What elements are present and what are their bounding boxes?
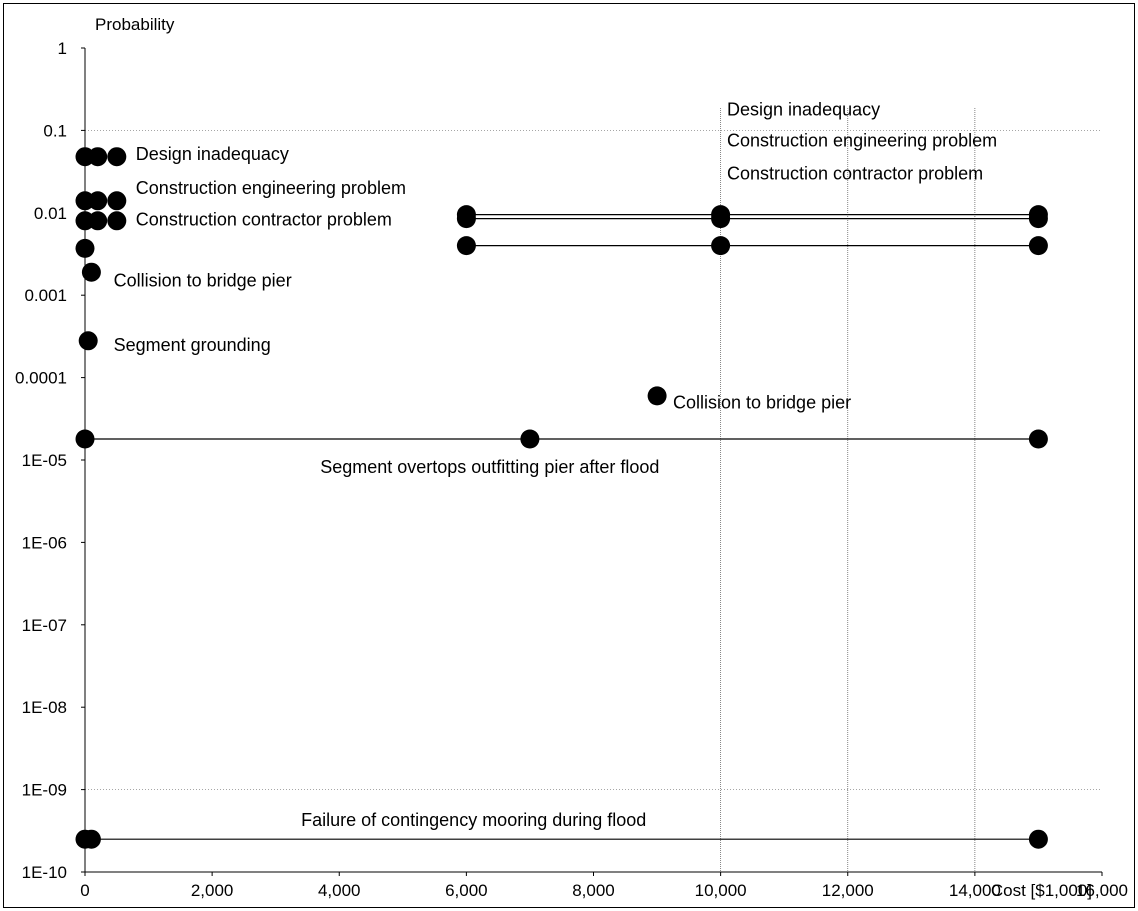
- y-tick-label: 1E-07: [22, 616, 67, 635]
- data-point: [107, 191, 127, 211]
- data-point: [75, 238, 95, 258]
- x-tick-label: 0: [80, 881, 89, 900]
- data-point: [107, 211, 127, 231]
- x-tick-label: 16,000: [1076, 881, 1128, 900]
- data-point: [1028, 236, 1048, 256]
- data-point: [81, 262, 101, 282]
- annotation-label: Construction contractor problem: [727, 164, 983, 184]
- y-tick-label: 1E-10: [22, 863, 67, 882]
- y-tick-label: 0.01: [34, 204, 67, 223]
- data-point: [456, 209, 476, 229]
- annotation-label: Design inadequacy: [727, 99, 880, 119]
- x-tick-label: 12,000: [822, 881, 874, 900]
- data-point: [711, 209, 731, 229]
- x-tick-label: 2,000: [191, 881, 234, 900]
- x-tick-label: 10,000: [695, 881, 747, 900]
- data-point: [88, 211, 108, 231]
- y-tick-label: 1E-05: [22, 451, 67, 470]
- series-lines: [85, 214, 1039, 840]
- y-tick-label: 0.1: [43, 121, 67, 140]
- data-point: [647, 386, 667, 406]
- data-point: [81, 829, 101, 849]
- x-tick-label: 8,000: [572, 881, 615, 900]
- y-tick-label: 1E-06: [22, 533, 67, 552]
- y-tick-label: 1E-08: [22, 698, 67, 717]
- data-point: [88, 147, 108, 167]
- annotation-label: Design inadequacy: [136, 144, 289, 164]
- data-point: [75, 429, 95, 449]
- data-point: [520, 429, 540, 449]
- annotations: Design inadequacy Construction engineerin…: [114, 99, 998, 829]
- x-tick-label: 6,000: [445, 881, 488, 900]
- y-tick-label: 1: [58, 39, 67, 58]
- y-tick-label: 1E-09: [22, 781, 67, 800]
- data-point: [1028, 429, 1048, 449]
- data-point: [456, 236, 476, 256]
- data-point: [88, 191, 108, 211]
- x-tick-label: 4,000: [318, 881, 361, 900]
- data-point: [711, 236, 731, 256]
- data-point: [1028, 209, 1048, 229]
- data-point: [107, 147, 127, 167]
- annotation-label: Collision to bridge pier: [114, 271, 292, 291]
- y-tick-label: 0.0001: [15, 369, 67, 388]
- outer-frame: [3, 3, 1135, 908]
- annotation-label: Construction contractor problem: [136, 210, 392, 230]
- y-tick-label: 0.001: [24, 286, 67, 305]
- x-axis-title: Cost [$1,000]: [991, 881, 1092, 900]
- data-point: [1028, 829, 1048, 849]
- annotation-label: Segment overtops outfitting pier after f…: [320, 457, 659, 477]
- y-axis-title: Probability: [95, 15, 175, 34]
- annotation-label: Failure of contingency mooring during fl…: [301, 810, 646, 830]
- annotation-label: Construction engineering problem: [727, 131, 997, 151]
- annotation-label: Segment grounding: [114, 335, 271, 355]
- axis-ticks: 1 0.1 0.01 0.001 0.0001 1E-05 1E-06 1E-07 1E-08 1…: [15, 39, 1128, 900]
- data-point: [78, 331, 98, 351]
- annotation-label: Collision to bridge pier: [673, 392, 851, 412]
- data-points: [75, 147, 1048, 849]
- x-tick-label: 14,000: [949, 881, 1001, 900]
- gridlines: [85, 108, 1102, 872]
- annotation-label: Construction engineering problem: [136, 178, 406, 198]
